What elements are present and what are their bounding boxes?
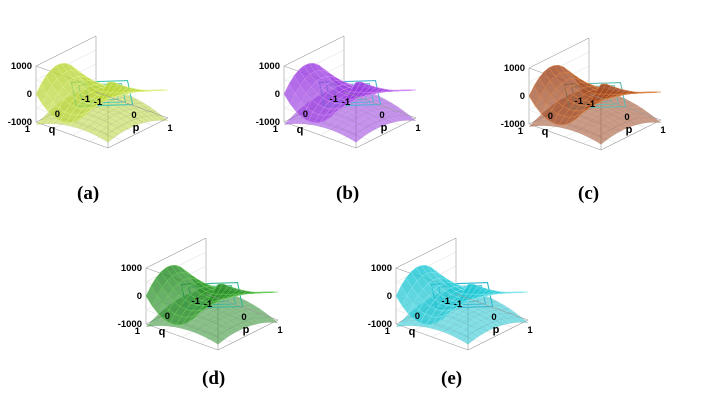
z-tick-label: 0 <box>520 91 525 102</box>
axes-front-edges <box>343 91 417 149</box>
caption-b: (b) <box>336 183 360 204</box>
p-axis-label: p <box>493 324 500 336</box>
q-tick-label: 1 <box>385 326 391 337</box>
q-tick-label: 0 <box>165 311 170 322</box>
z-tick-label: 1000 <box>11 61 32 72</box>
q-axis-label: q <box>542 126 549 138</box>
axes-front-edges <box>455 293 529 351</box>
q-tick-label: 1 <box>273 124 279 135</box>
surface-plot-a: 1000 0 -1000 1 0 -1 -1 0 1 q p <box>2 20 202 180</box>
z-tick-label: 1000 <box>259 61 280 72</box>
surface-plot-c: 1000 0 -1000 1 0 -1 -1 0 1 q p <box>495 22 695 182</box>
p-axis-label: p <box>626 124 633 136</box>
caption-e: (e) <box>441 368 463 389</box>
surface-mesh <box>145 265 279 326</box>
q-tick-label: 0 <box>548 111 553 122</box>
q-tick-label: -1 <box>82 94 91 105</box>
q-tick-label: -1 <box>442 296 451 307</box>
surface-underside <box>395 288 529 345</box>
z-tick-label: 0 <box>275 89 280 100</box>
caption-c: (c) <box>578 183 600 204</box>
q-tick-label: 1 <box>135 326 141 337</box>
q-tick-label: -1 <box>575 96 584 107</box>
q-tick-label: 0 <box>303 109 308 120</box>
p-tick-label: -1 <box>94 97 103 108</box>
p-axis-label: p <box>381 122 388 134</box>
q-axis-label: q <box>49 124 56 136</box>
p-tick-label: -1 <box>587 99 596 110</box>
q-tick-label: 1 <box>518 126 524 137</box>
q-axis-label: q <box>409 326 416 338</box>
p-tick-label: 0 <box>379 110 384 121</box>
surface-mesh <box>395 265 529 326</box>
p-tick-label: 1 <box>277 325 283 336</box>
axes-front-edges <box>95 91 169 149</box>
p-tick-label: 1 <box>660 125 666 136</box>
axes-front-edges <box>588 93 662 151</box>
z-tick-label: -1000 <box>501 119 525 130</box>
z-tick-label: -1000 <box>8 117 32 128</box>
caption-a: (a) <box>77 183 100 204</box>
z-tick-label: -1000 <box>368 319 392 330</box>
q-tick-label: 1 <box>25 124 31 135</box>
p-tick-label: 0 <box>131 110 136 121</box>
q-tick-label: -1 <box>192 296 201 307</box>
surface-mesh <box>35 63 169 124</box>
surface-mesh <box>283 63 417 124</box>
z-tick-label: 0 <box>137 291 142 302</box>
surface-plot-e: 1000 0 -1000 1 0 -1 -1 0 1 q p <box>362 222 562 382</box>
z-tick-label: 1000 <box>121 263 142 274</box>
z-tick-label: -1000 <box>256 117 280 128</box>
z-tick-label: 0 <box>387 291 392 302</box>
p-tick-label: 1 <box>167 123 173 134</box>
z-tick-label: 1000 <box>371 263 392 274</box>
z-tick-label: 1000 <box>504 63 525 74</box>
surface-plot-b: 1000 0 -1000 1 0 -1 -1 0 1 q p <box>250 20 450 180</box>
z-tick-label: 0 <box>27 89 32 100</box>
p-tick-label: 0 <box>491 312 496 323</box>
p-axis-label: p <box>133 122 140 134</box>
p-tick-label: 0 <box>241 312 246 323</box>
p-tick-label: -1 <box>342 97 351 108</box>
p-axis-label: p <box>243 324 250 336</box>
caption-d: (d) <box>202 368 226 389</box>
p-tick-label: -1 <box>204 299 213 310</box>
p-tick-label: -1 <box>454 299 463 310</box>
q-tick-label: 0 <box>55 109 60 120</box>
z-tick-label: -1000 <box>118 319 142 330</box>
q-tick-label: -1 <box>330 94 339 105</box>
q-axis-label: q <box>297 124 304 136</box>
surface-plot-d: 1000 0 -1000 1 0 -1 -1 0 1 q p <box>112 222 312 382</box>
p-tick-label: 1 <box>415 123 421 134</box>
q-axis-label: q <box>159 326 166 338</box>
surface-mesh <box>528 65 662 126</box>
axes-front-edges <box>205 293 279 351</box>
p-tick-label: 0 <box>624 112 629 123</box>
p-tick-label: 1 <box>527 325 533 336</box>
q-tick-label: 0 <box>415 311 420 322</box>
